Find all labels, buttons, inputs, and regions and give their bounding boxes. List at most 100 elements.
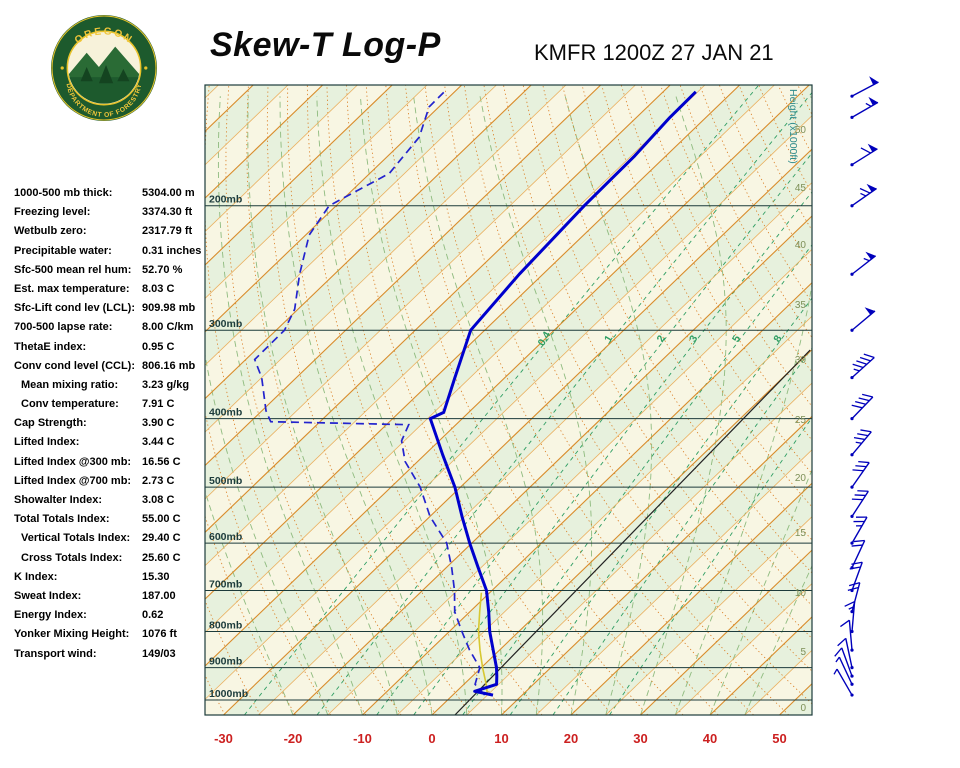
- stats-panel: 1000-500 mb thick: 5304.00 m Freezing leve…: [14, 187, 210, 667]
- stat-row: Cross Totals Index: 25.60 C: [14, 552, 210, 571]
- stat-value: 3.08 C: [142, 494, 175, 506]
- stat-label: Showalter Index:: [14, 494, 103, 506]
- stat-row: Showalter Index: 3.08 C: [14, 494, 210, 513]
- svg-text:35: 35: [795, 300, 807, 311]
- stat-value: 806.16 mb: [142, 359, 196, 372]
- stat-row: Total Totals Index: 55.00 C: [14, 513, 210, 532]
- height-axis-title: Height (x1000ft): [787, 89, 799, 164]
- stat-label: Sfc-500 mean rel hum:: [14, 263, 132, 276]
- stat-label: Vertical Totals Index:: [21, 532, 131, 545]
- stat-value: 0.62: [142, 609, 164, 622]
- svg-text:900mb: 900mb: [209, 656, 242, 668]
- stat-row: Energy Index: 0.62: [14, 609, 210, 628]
- reference-line: [454, 349, 811, 715]
- stat-row: Est. max temperature: 8.03 C: [14, 283, 210, 302]
- stat-value: 909.98 mb: [142, 302, 196, 315]
- stat-value: 187.00: [142, 589, 176, 602]
- stat-row: Lifted Index: 3.44 C: [14, 436, 210, 455]
- stat-value: 3.23 g/kg: [142, 378, 190, 391]
- stat-label: Cap Strength:: [14, 417, 87, 430]
- svg-text:30: 30: [795, 355, 807, 366]
- stat-row: Freezing level: 3374.30 ft: [14, 206, 210, 225]
- svg-text:40: 40: [795, 240, 807, 251]
- stat-row: Lifted Index @700 mb: 2.73 C: [14, 475, 210, 494]
- isotherms: [205, 85, 812, 715]
- stat-row: 700-500 lapse rate: 8.00 C/km: [14, 321, 210, 340]
- stat-label: Sfc-Lift cond lev (LCL):: [14, 302, 135, 315]
- svg-text:500mb: 500mb: [209, 475, 242, 487]
- stat-label: Energy Index:: [14, 609, 87, 622]
- stat-value: 0.31 inches: [142, 244, 202, 257]
- station-time: KMFR 1200Z 27 JAN 21: [534, 40, 774, 65]
- plot-frame: [204, 84, 813, 716]
- svg-text:40: 40: [703, 731, 717, 746]
- svg-text:1000mb: 1000mb: [209, 688, 248, 700]
- odf-logo: OREGON DEPARTMENT OF FORESTRY: [51, 15, 157, 121]
- stat-label: Mean mixing ratio:: [21, 378, 119, 391]
- stat-value: 0.95 C: [142, 340, 175, 353]
- stat-row: Yonker Mixing Height: 1076 ft: [14, 628, 210, 647]
- stat-row: Precipitable water: 0.31 inches: [14, 245, 210, 264]
- stat-row: 1000-500 mb thick: 5304.00 m: [14, 187, 210, 206]
- stat-label: 1000-500 mb thick:: [14, 187, 113, 199]
- stat-row: Wetbulb zero: 2317.79 ft: [14, 225, 210, 244]
- page-title: Skew-T Log-P: [210, 26, 441, 64]
- svg-text:200mb: 200mb: [209, 194, 242, 206]
- svg-text:20: 20: [564, 731, 578, 746]
- stat-value: 25.60 C: [142, 551, 181, 564]
- svg-text:15: 15: [795, 528, 807, 539]
- stat-row: Sfc-500 mean rel hum: 52.70 %: [14, 264, 210, 283]
- stat-value: 7.91 C: [142, 398, 175, 411]
- stat-row: K Index: 15.30: [14, 571, 210, 590]
- stat-value: 15.30: [142, 570, 170, 583]
- wind-barbs: [833, 76, 879, 697]
- svg-text:600mb: 600mb: [209, 531, 242, 543]
- svg-text:400mb: 400mb: [209, 407, 242, 419]
- svg-text:8: 8: [771, 333, 784, 344]
- svg-text:-20: -20: [284, 731, 303, 746]
- stat-row: Conv temperature: 7.91 C: [14, 398, 210, 417]
- svg-text:10: 10: [494, 731, 508, 746]
- stat-value: 8.03 C: [142, 282, 175, 295]
- stat-label: Yonker Mixing Height:: [14, 628, 130, 641]
- stat-label: Freezing level:: [14, 206, 91, 219]
- stat-row: Mean mixing ratio: 3.23 g/kg: [14, 379, 210, 398]
- svg-text:5: 5: [730, 333, 743, 344]
- stat-value: 52.70 %: [142, 263, 183, 276]
- svg-text:-10: -10: [353, 731, 372, 746]
- svg-text:20: 20: [795, 473, 807, 484]
- temperature-axis-labels: -30 -20 -10 0 10 20 30 40 50: [214, 731, 787, 746]
- stat-label: Conv cond level (CCL):: [14, 359, 136, 372]
- stat-row: Cap Strength: 3.90 C: [14, 417, 210, 436]
- svg-text:45: 45: [795, 183, 807, 194]
- stat-label: Precipitable water:: [14, 244, 112, 257]
- svg-text:3: 3: [687, 333, 700, 344]
- stat-label: Lifted Index @700 mb:: [14, 474, 132, 487]
- stat-value: 3.44 C: [142, 436, 175, 449]
- parcel-line: [477, 592, 489, 696]
- stat-label: Lifted Index:: [14, 436, 80, 449]
- temperature-line: [428, 90, 697, 697]
- stat-label: Conv temperature:: [21, 398, 119, 411]
- svg-text:1: 1: [602, 333, 615, 344]
- svg-text:0: 0: [428, 731, 435, 746]
- svg-text:10: 10: [795, 588, 807, 599]
- stat-label: Wetbulb zero:: [14, 225, 87, 238]
- stat-label: K Index:: [14, 570, 58, 583]
- svg-text:-30: -30: [214, 731, 233, 746]
- svg-text:25: 25: [795, 415, 807, 426]
- stat-value: 16.56 C: [142, 455, 181, 468]
- svg-text:30: 30: [633, 731, 647, 746]
- dewpoint-line: [253, 91, 486, 696]
- stat-label: Transport wind:: [14, 647, 97, 660]
- stat-value: 5304.00 m: [142, 187, 195, 199]
- stat-value: 3374.30 ft: [142, 206, 193, 219]
- stat-row: ThetaE index: 0.95 C: [14, 341, 210, 360]
- stat-label: 700-500 lapse rate:: [14, 321, 113, 334]
- stat-value: 55.00 C: [142, 513, 181, 526]
- stat-value: 29.40 C: [142, 532, 181, 545]
- stat-label: Lifted Index @300 mb:: [14, 455, 132, 468]
